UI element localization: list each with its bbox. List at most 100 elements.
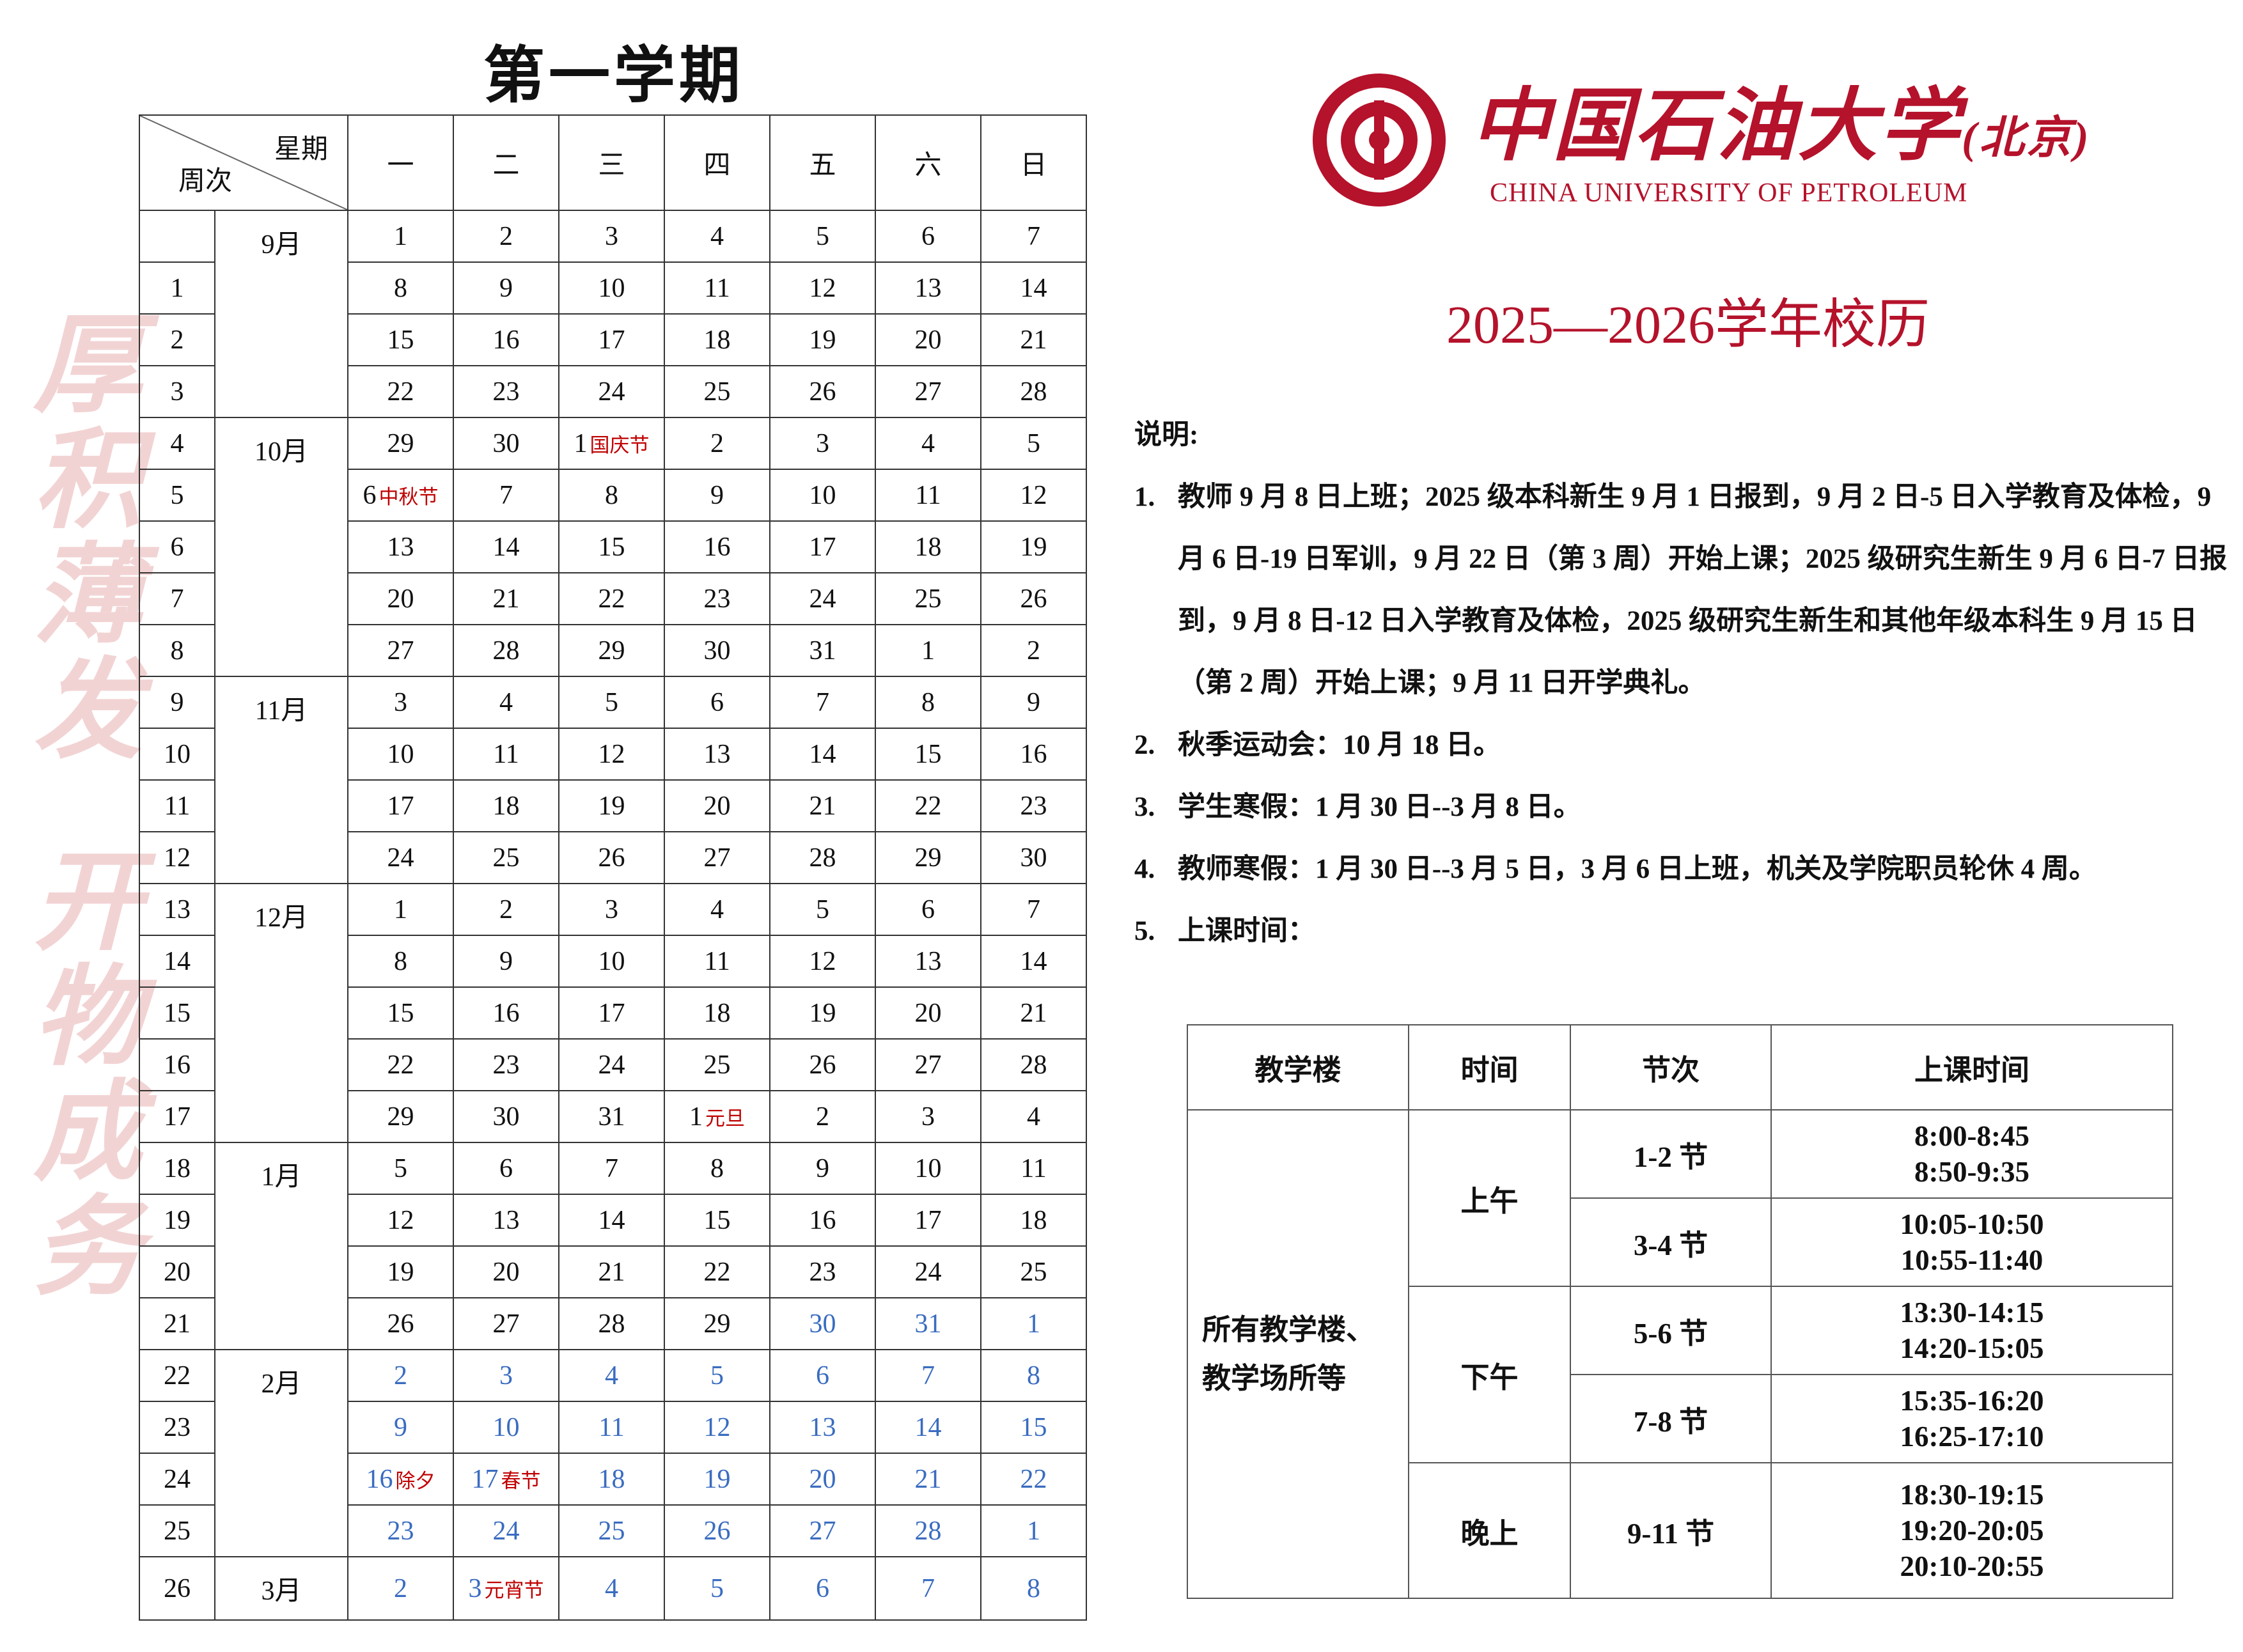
day: 13 [453,1194,559,1247]
day: 8 [664,1142,770,1195]
calendar-row: 13 12月 1 2 3 4 5 6 7 [139,883,1087,1143]
day: 1 [1027,1309,1040,1339]
day: 28 [980,365,1087,418]
day: 16 [769,1194,876,1247]
day: 19 [980,520,1087,573]
day: 20 [769,1453,876,1506]
holiday-note: 中秋节 [379,485,439,508]
day: 20 [453,1245,559,1298]
day: 7 [875,1556,981,1621]
day: 24 [558,365,665,418]
day: 25 [664,365,770,418]
session: 7-8 节 [1570,1374,1772,1463]
day: 26 [347,1297,454,1350]
motto-line: 开物成务 [17,844,137,1304]
period-name: 上午 [1408,1109,1571,1287]
day: 24 [875,1245,981,1298]
day-cell: 17 春节 [453,1453,559,1506]
calendar-row: 1 8 9 10 11 12 13 14 [139,261,1087,315]
weekday: 三 [558,114,665,211]
logo-english: CHINA UNIVERSITY OF PETROLEUM [1490,178,1968,208]
day-cell: 31 [875,1297,981,1350]
day: 6 [875,210,981,263]
session-time: 19:20-20:05 [1900,1515,2044,1547]
day: 6 [363,480,377,510]
session: 5-6 节 [1570,1286,1772,1375]
day: 19 [558,779,665,832]
day: 31 [558,1090,665,1143]
day: 30 [664,624,770,677]
day: 19 [769,986,876,1040]
day: 2 [347,1349,454,1402]
note-number: 3. [1134,792,1155,822]
day: 1 [875,624,981,677]
day: 25 [980,1245,1087,1298]
building-line: 教学场所等 [1202,1362,1347,1394]
day: 1 [347,883,454,936]
month: 12月 [214,883,348,1143]
day-cell: 6 中秋节 [347,469,454,522]
day: 5 [558,676,665,729]
month: 10月 [214,417,348,677]
building-line: 所有教学楼、 [1202,1314,1375,1346]
session: 1-2 节 [1570,1109,1772,1199]
note-text: 秋季运动会：10 月 18 日。 [1178,730,1501,760]
week-number: 26 [139,1556,215,1621]
note-item: 3. 学生寒假：1 月 30 日--3 月 8 日。 [1134,776,2228,838]
calendar-table: 星期 周次 一二三四五六日 9月 1 2 3 4 5 6 7 1 8 9 10 11 12 13 14 2 15 1… [139,114,1087,1621]
day: 4 [558,1556,665,1621]
day: 3 [468,1573,482,1603]
calendar-row: 4 10月 29 30 1 国庆节 2 3 4 5 [139,417,1087,677]
holiday-note: 元旦 [705,1107,745,1130]
day: 3 [347,676,454,729]
day: 7 [558,1142,665,1195]
holiday-note: 国庆节 [590,433,650,456]
weekday: 四 [664,114,770,211]
note-item: 5. 上课时间： [1134,900,2228,962]
day: 25 [664,1038,770,1091]
day: 3 [875,1090,981,1143]
week-number: 25 [139,1504,215,1557]
day: 11 [664,261,770,315]
day: 10 [558,261,665,315]
day: 23 [980,779,1087,832]
day: 18 [664,313,770,366]
day: 1 [980,1504,1087,1557]
day: 13 [875,935,981,988]
day: 20 [875,986,981,1040]
day: 2 [980,624,1087,677]
day: 7 [875,1349,981,1402]
day: 15 [347,313,454,366]
day: 5 [664,1556,770,1621]
day: 13 [347,520,454,573]
week-number: 3 [139,365,215,418]
day: 13 [664,728,770,781]
session: 3-4 节 [1570,1197,1772,1287]
session-times: 18:30-19:15 19:20-20:05 20:10-20:55 [1770,1462,2173,1599]
day: 21 [875,1453,981,1506]
day: 8 [875,676,981,729]
corner-cell: 星期 周次 [139,114,348,211]
day: 30 [453,1090,559,1143]
day: 22 [980,1453,1087,1506]
day: 9 [769,1142,876,1195]
day: 24 [347,831,454,884]
day: 7 [980,210,1087,263]
calendar-row: 7 20 21 22 23 24 25 26 [139,572,1087,625]
month: 11月 [214,676,348,884]
day-cell: 16 除夕 [347,1453,454,1506]
holiday-note: 元宵节 [484,1578,544,1601]
day: 18 [664,986,770,1040]
week-number: 9 [139,676,215,729]
day: 6 [769,1556,876,1621]
day: 8 [980,1556,1087,1621]
session-time: 8:50-9:35 [1914,1156,2029,1188]
session-time: 16:25-17:10 [1900,1421,2044,1453]
calendar-row: 5 6 中秋节 7 8 9 10 11 12 [139,469,1087,522]
day: 11 [875,469,981,522]
week-number: 14 [139,935,215,988]
logo-name: 中国石油大学(北京) [1471,61,2091,176]
day: 29 [347,1090,454,1143]
session-time: 15:35-16:20 [1900,1385,2044,1417]
